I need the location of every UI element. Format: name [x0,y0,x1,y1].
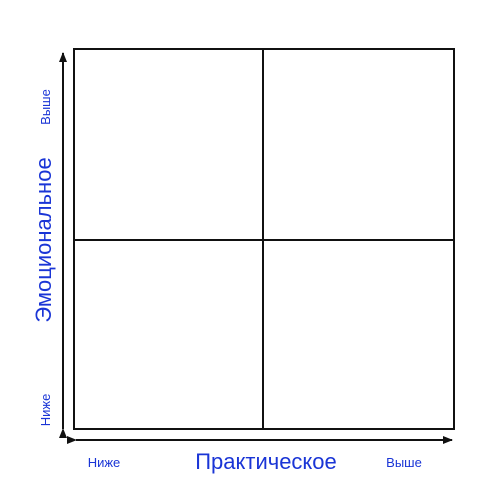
quadrant-grid [73,48,455,430]
y-axis-title: Эмоциональное [31,157,56,322]
y-axis-high-label: Выше [38,89,53,125]
x-axis-low-label: Ниже [88,455,121,470]
y-axis-low-label: Ниже [38,394,53,427]
x-axis-high-label: Выше [386,455,422,470]
x-axis-title: Практическое [195,449,337,474]
